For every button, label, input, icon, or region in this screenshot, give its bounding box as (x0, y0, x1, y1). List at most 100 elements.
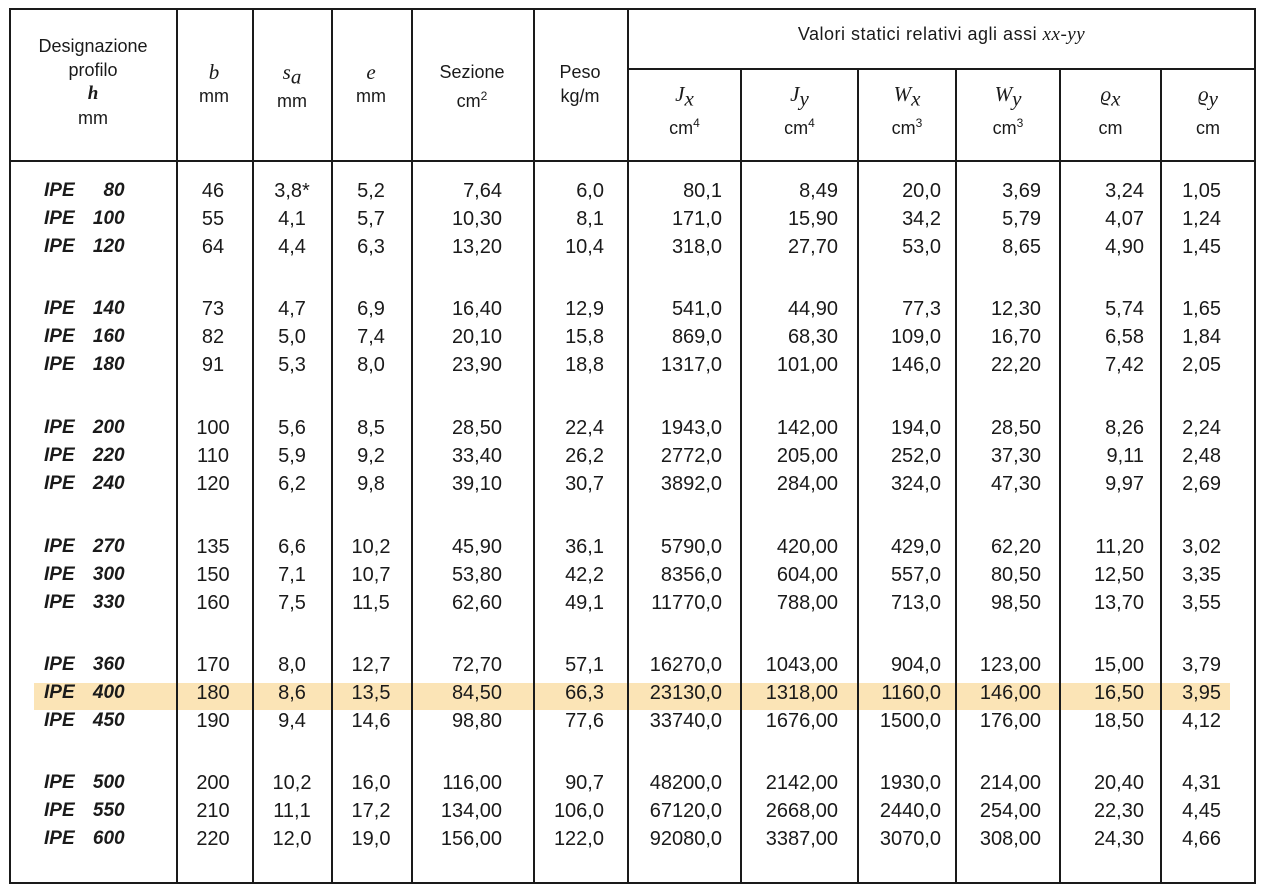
profile-series: IPE (44, 710, 75, 731)
cell-jy: 2142,00 (765, 772, 838, 794)
cell-wy: 8,65 (1002, 236, 1041, 258)
cell-b: 120 (196, 473, 230, 495)
cell-jx: 80,1 (683, 180, 722, 202)
cell-sez: 23,90 (451, 354, 502, 376)
column-divider (331, 8, 333, 883)
cell-peso: 30,7 (565, 473, 604, 495)
cell-jx: 541,0 (671, 298, 722, 320)
table-border-left (9, 8, 11, 883)
cell-wx: 53,0 (902, 236, 941, 258)
cell-wx: 146,0 (890, 354, 941, 376)
profile-height: 240 (92, 473, 125, 494)
header-b-unit: mm (199, 86, 229, 106)
cell-jy: 142,00 (776, 417, 838, 439)
header-sezione-label: Sezione (439, 62, 505, 82)
cell-sez: 156,00 (440, 828, 502, 850)
cell-peso: 106,0 (553, 800, 604, 822)
profile-height: 600 (92, 828, 125, 849)
cell-rx: 5,74 (1105, 298, 1144, 320)
column-divider (411, 8, 413, 883)
cell-ry: 1,65 (1182, 298, 1221, 320)
cell-rx: 4,07 (1105, 208, 1144, 230)
cell-e: 5,7 (357, 208, 385, 230)
cell-jx: 869,0 (671, 326, 722, 348)
cell-jy: 44,90 (787, 298, 838, 320)
cell-e: 10,7 (351, 564, 391, 586)
cell-e: 16,0 (351, 772, 391, 794)
header-sa-unit: mm (277, 90, 307, 111)
profile-designation: IPE 100 (44, 205, 125, 233)
cell-sa: 5,9 (278, 445, 306, 467)
profile-series: IPE (44, 800, 75, 821)
cell-wx: 2440,0 (879, 800, 941, 822)
cell-rx: 11,20 (1095, 536, 1144, 558)
header-peso-unit: kg/m (560, 86, 600, 106)
profile-height: 500 (92, 772, 125, 793)
cell-ry: 1,45 (1182, 236, 1221, 258)
cell-rx: 12,50 (1093, 564, 1144, 586)
cell-wx: 713,0 (890, 592, 941, 614)
cell-jy: 284,00 (776, 473, 838, 495)
cell-ry: 3,35 (1182, 564, 1221, 586)
cell-wx: 904,0 (890, 654, 941, 676)
cell-sez: 28,50 (451, 417, 502, 439)
cell-e: 5,2 (357, 180, 385, 202)
table-border-bottom (9, 882, 1256, 884)
cell-peso: 26,2 (565, 445, 604, 467)
profile-height: 160 (92, 326, 125, 347)
cell-sez: 134,00 (440, 800, 502, 822)
cell-peso: 42,2 (565, 564, 604, 586)
cell-e: 10,2 (351, 536, 391, 558)
cell-e: 6,9 (357, 298, 385, 320)
cell-sez: 7,64 (463, 180, 502, 202)
cell-sa: 6,6 (278, 536, 306, 558)
cell-jx: 67120,0 (649, 800, 722, 822)
cell-ry: 1,05 (1182, 180, 1221, 202)
header-e-symbol: e (366, 60, 376, 84)
profile-series: IPE (44, 828, 75, 849)
cell-jx: 23130,0 (649, 682, 722, 704)
cell-jx: 171,0 (671, 208, 722, 230)
cell-peso: 6,0 (576, 180, 604, 202)
cell-jx: 3892,0 (660, 473, 722, 495)
profile-series: IPE (44, 473, 75, 494)
cell-ry: 2,69 (1182, 473, 1221, 495)
column-divider (1160, 68, 1162, 883)
cell-jy: 8,49 (799, 180, 838, 202)
cell-e: 12,7 (351, 654, 391, 676)
cell-wx: 194,0 (890, 417, 941, 439)
cell-wy: 308,00 (979, 828, 1041, 850)
profile-series: IPE (44, 772, 75, 793)
cell-b: 91 (201, 354, 225, 376)
cell-b: 170 (196, 654, 230, 676)
header-sub-unit: cm4 (669, 115, 700, 138)
cell-sa: 7,5 (278, 592, 306, 614)
cell-jx: 48200,0 (649, 772, 722, 794)
cell-ry: 2,48 (1182, 445, 1221, 467)
cell-sez: 33,40 (451, 445, 502, 467)
cell-sa: 9,4 (278, 710, 306, 732)
profile-series: IPE (44, 445, 75, 466)
cell-jx: 11770,0 (651, 592, 722, 614)
header-sub-unit: cm3 (992, 115, 1024, 138)
header-sub-4: ϱx cm (1061, 82, 1160, 140)
cell-sez: 10,30 (451, 208, 502, 230)
cell-jy: 101,00 (776, 354, 838, 376)
cell-wx: 429,0 (890, 536, 941, 558)
cell-e: 9,2 (357, 445, 385, 467)
profile-designation: IPE 120 (44, 233, 125, 261)
cell-wy: 47,30 (990, 473, 1041, 495)
column-divider (627, 8, 629, 883)
profile-designation: IPE 360 (44, 651, 125, 679)
header-group-axes: xx-yy (1042, 24, 1086, 45)
cell-ry: 4,12 (1182, 710, 1221, 732)
cell-b: 46 (201, 180, 225, 202)
cell-jy: 2668,00 (765, 800, 838, 822)
cell-sa: 4,4 (278, 236, 306, 258)
cell-peso: 15,8 (565, 326, 604, 348)
cell-sez: 84,50 (451, 682, 502, 704)
group-header-rule (627, 68, 1256, 70)
profile-height: 270 (92, 536, 125, 557)
cell-jx: 16270,0 (649, 654, 722, 676)
cell-jx: 5790,0 (660, 536, 722, 558)
